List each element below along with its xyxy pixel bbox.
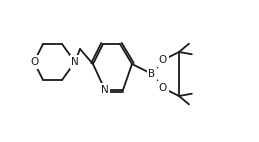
Text: O: O	[30, 57, 38, 67]
Text: B: B	[148, 69, 156, 79]
Text: O: O	[159, 83, 167, 93]
Text: N: N	[101, 85, 109, 95]
Text: N: N	[71, 57, 79, 67]
Text: O: O	[159, 55, 167, 65]
